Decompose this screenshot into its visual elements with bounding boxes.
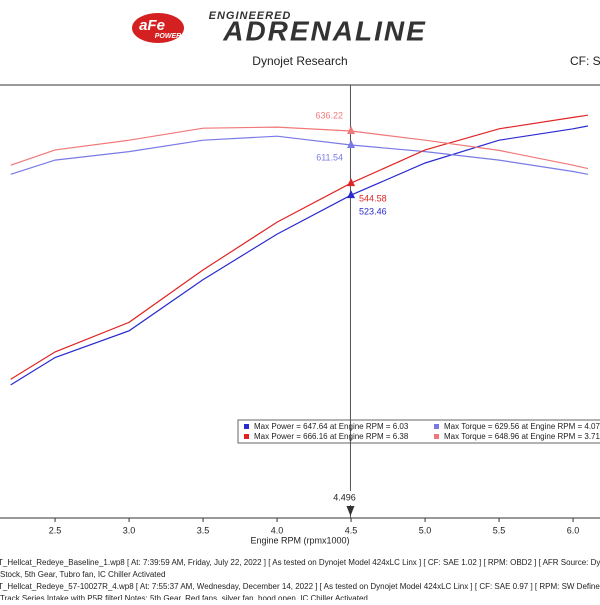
x-tick-label: 3.5 xyxy=(197,525,210,535)
x-tick-label: 4.0 xyxy=(271,525,284,535)
x-tick-label: 5.0 xyxy=(419,525,432,535)
series-line xyxy=(10,135,589,175)
x-axis-label: Engine RPM (rpmx1000) xyxy=(250,535,349,545)
cursor-label-bg xyxy=(332,491,369,505)
plot-frame xyxy=(0,84,600,519)
annotation-label: 544.58 xyxy=(359,193,387,203)
brand: ADRENALINE xyxy=(222,15,427,46)
legend-swatch xyxy=(244,424,249,429)
legend-swatch xyxy=(434,424,439,429)
x-tick-label: 6.0 xyxy=(567,525,580,535)
annotation-label: 523.46 xyxy=(359,206,387,216)
legend-label: Max Power = 647.64 at Engine RPM = 6.03 xyxy=(254,422,409,431)
series-line xyxy=(10,126,589,170)
x-tick-label: 2.5 xyxy=(49,525,62,535)
logo-sub: POWER xyxy=(155,33,181,40)
annotation-marker xyxy=(347,125,356,134)
cursor-label: 4.496 xyxy=(333,492,356,502)
legend-label: Max Torque = 648.96 at Engine RPM = 3.71 xyxy=(444,432,600,441)
series-line xyxy=(10,114,588,380)
legend-box xyxy=(237,419,600,444)
chart-title: Dynojet Research xyxy=(252,54,347,68)
x-tick-label: 3.0 xyxy=(123,525,136,535)
footer-line: T_Hellcat_Redeye_57-10027R_4.wp8 [ At: 7… xyxy=(0,582,600,591)
legend-swatch xyxy=(434,434,439,439)
legend-label: Max Power = 666.16 at Engine RPM = 6.38 xyxy=(254,432,409,441)
logo-badge xyxy=(132,13,184,43)
x-tick-label: 5.5 xyxy=(493,525,506,535)
footer-line: Track Series Intake with P5R filter] Not… xyxy=(0,594,368,600)
annotation-marker xyxy=(347,178,356,187)
corner-label: CF: SA xyxy=(570,54,600,68)
annotation-marker xyxy=(347,140,356,149)
legend-swatch xyxy=(244,434,249,439)
legend-label: Max Torque = 629.56 at Engine RPM = 4.07 xyxy=(444,422,600,431)
annotation-label: 611.54 xyxy=(316,152,343,162)
annotation-marker xyxy=(347,190,356,199)
tagline: ENGINEERED xyxy=(209,10,292,22)
annotation-label: 636.22 xyxy=(316,110,344,120)
footer-line: Stock, 5th Gear, Tubro fan, IC Chiller A… xyxy=(0,570,165,579)
logo: aFe xyxy=(139,17,165,34)
series-line xyxy=(10,125,589,386)
x-tick-label: 4.5 xyxy=(345,525,358,535)
cursor-arrow xyxy=(346,506,355,516)
footer-line: T_Hellcat_Redeye_Baseline_1.wp8 [ At: 7:… xyxy=(0,558,600,567)
